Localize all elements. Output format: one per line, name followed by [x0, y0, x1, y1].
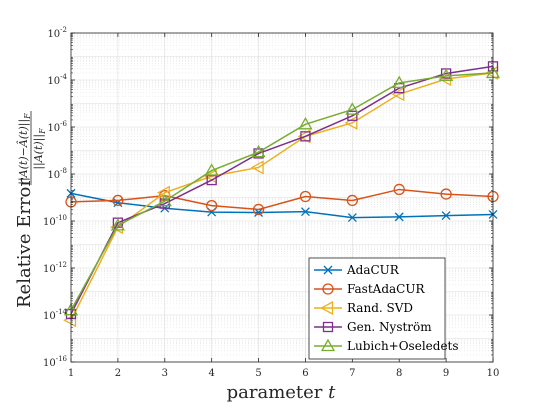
data-point: [345, 102, 360, 115]
series-fastadacur: [65, 183, 499, 216]
legend-label: FastAdaCUR: [347, 282, 425, 296]
y-tick-label: 10-14: [43, 308, 68, 322]
marker-stroke: [254, 208, 264, 217]
data-point: [250, 160, 264, 175]
marker-stroke: [394, 212, 404, 222]
svg-text:||A(t)−Â(t)||F: ||A(t)−Â(t)||F: [16, 113, 32, 185]
series-line: [70, 192, 494, 219]
x-tick-label: 2: [115, 368, 121, 379]
data-point: [440, 188, 452, 200]
legend-entry: Rand. SVD: [314, 300, 413, 316]
y-tick-label: 10-8: [47, 167, 67, 181]
legend-entry: AdaCUR: [314, 263, 400, 277]
data-point: [392, 75, 407, 89]
y-tick-label: 10-12: [43, 261, 67, 275]
x-tick-labels: 1 2 3 4 5 6 7 8 9 10: [68, 368, 500, 379]
y-tick-labels: 10-16 10-14 10-12 10-10 10-8 10-6 10-4 10-2: [43, 26, 68, 369]
y-axis-label: Relative Error ||A(t)−Â(t)||F ||A(t)||F: [14, 111, 47, 308]
legend-entry: Gen. Nyström: [314, 320, 432, 334]
data-point: [157, 193, 172, 207]
data-point: [300, 207, 310, 217]
legend-marker: [320, 300, 334, 316]
svg-text:Relative Error: Relative Error: [14, 178, 35, 308]
data-point: [441, 211, 451, 221]
svg-text:||A(t)||F: ||A(t)||F: [32, 128, 47, 170]
y-tick-label: 10-2: [47, 26, 67, 40]
x-tick-label: 5: [255, 368, 261, 379]
legend-marker: [322, 321, 334, 333]
data-point: [438, 68, 454, 82]
data-point: [347, 110, 358, 121]
marker-stroke: [323, 265, 333, 275]
x-axis-label: parameter t: [227, 382, 337, 403]
data-point: [346, 194, 358, 207]
x-tick-label: 7: [349, 368, 355, 379]
data-point: [204, 163, 219, 176]
legend-label: AdaCUR: [346, 263, 400, 277]
data-point: [299, 190, 312, 203]
x-tick-label: 1: [68, 368, 74, 379]
data-point: [394, 212, 404, 222]
legend-entry: Lubich+Oseledets: [314, 338, 459, 353]
data-point: [206, 199, 218, 212]
data-point: [393, 183, 405, 196]
x-tick-label: 3: [162, 368, 168, 379]
legend-entry: FastAdaCUR: [314, 282, 425, 296]
data-point: [63, 313, 77, 328]
y-tick-label: 10-10: [43, 214, 67, 228]
legend-marker: [323, 265, 333, 275]
x-tick-label: 4: [208, 368, 214, 379]
legend-label: Rand. SVD: [347, 301, 413, 315]
tick-layer: [70, 32, 494, 363]
y-tick-label: 10-16: [43, 355, 68, 369]
x-tick-label: 8: [396, 368, 402, 379]
data-point: [112, 194, 124, 207]
y-tick-label: 10-6: [47, 120, 67, 134]
y-tick-label: 10-4: [47, 73, 67, 87]
data-point: [298, 117, 313, 130]
data-point: [347, 213, 357, 223]
marker-stroke: [300, 207, 310, 217]
legend-label: Lubich+Oseledets: [347, 339, 459, 353]
series-line: [70, 188, 494, 211]
data-point: [252, 203, 265, 216]
series-line: [70, 72, 494, 321]
x-tick-label: 10: [487, 368, 500, 379]
data-point: [110, 218, 126, 231]
legend-marker: [322, 283, 334, 295]
legend: AdaCUR FastAdaCUR Rand. SVD Gen. Nyström Lub…: [308, 257, 459, 360]
marker-stroke: [347, 213, 357, 223]
data-point: [391, 87, 405, 102]
marker-stroke: [441, 211, 451, 221]
legend-label: Gen. Nyström: [347, 320, 432, 334]
x-tick-label: 9: [443, 368, 449, 379]
series-line: [70, 72, 494, 311]
data-point: [300, 131, 311, 142]
legend-marker: [320, 338, 336, 352]
data-point: [251, 144, 266, 158]
plot-frame: [70, 32, 494, 363]
x-tick-label: 6: [302, 368, 308, 379]
